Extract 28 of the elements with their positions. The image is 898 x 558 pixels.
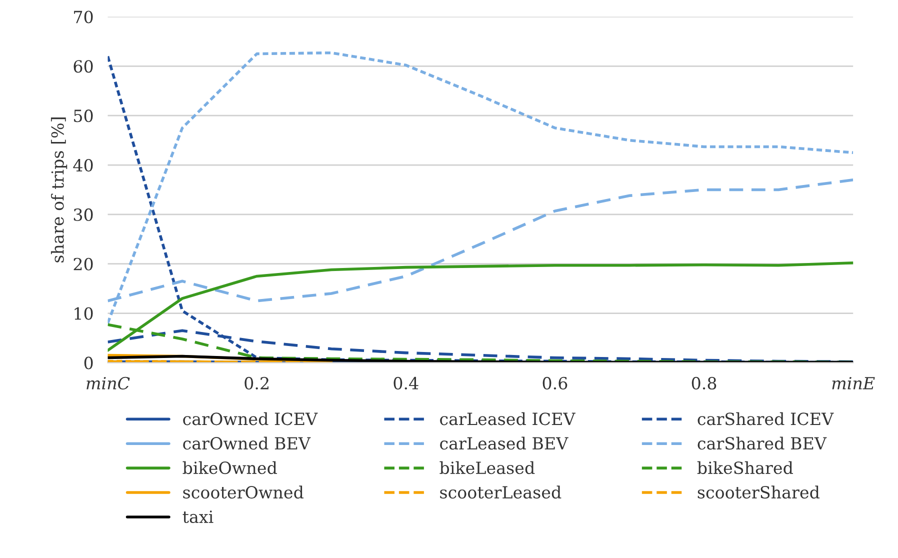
y-tick-label: 60: [74, 60, 93, 73]
legend-label: scooterShared: [698, 486, 820, 499]
x-tick-label: 0.8: [692, 376, 716, 390]
y-tick-label: 0: [84, 356, 93, 370]
x-tick-label: minE: [832, 376, 875, 390]
legend-label: carShared ICEV: [698, 412, 834, 426]
y-tick-label: 50: [74, 110, 93, 122]
legend-label: carShared BEV: [698, 436, 827, 450]
legend-label: carLeased BEV: [440, 436, 568, 450]
y-tick-label: 70: [74, 10, 93, 24]
y-tick-label: 30: [74, 208, 93, 221]
legend-label: taxi: [182, 510, 214, 524]
x-tick-label: 0.2: [244, 376, 268, 390]
legend-label: carOwned BEV: [183, 436, 311, 450]
y-tick-label: 10: [74, 307, 93, 320]
x-tick-label: 0.6: [542, 376, 568, 390]
y-tick-label: 20: [74, 258, 93, 270]
legend-label: bikeShared: [697, 461, 793, 474]
legend-label: scooterOwned: [183, 486, 304, 499]
x-tick-label: minC: [86, 376, 130, 390]
legend-label: bikeLeased: [440, 461, 535, 474]
legend-label: carLeased ICEV: [440, 412, 576, 426]
legend-label: carOwned ICEV: [183, 412, 318, 426]
legend-label: scooterLeased: [440, 486, 562, 499]
x-tick-label: 0.4: [394, 376, 418, 390]
y-tick-label: 40: [73, 158, 93, 172]
legend-label: bikeOwned: [182, 461, 277, 474]
y-axis-title: share of trips [%]: [50, 118, 68, 262]
